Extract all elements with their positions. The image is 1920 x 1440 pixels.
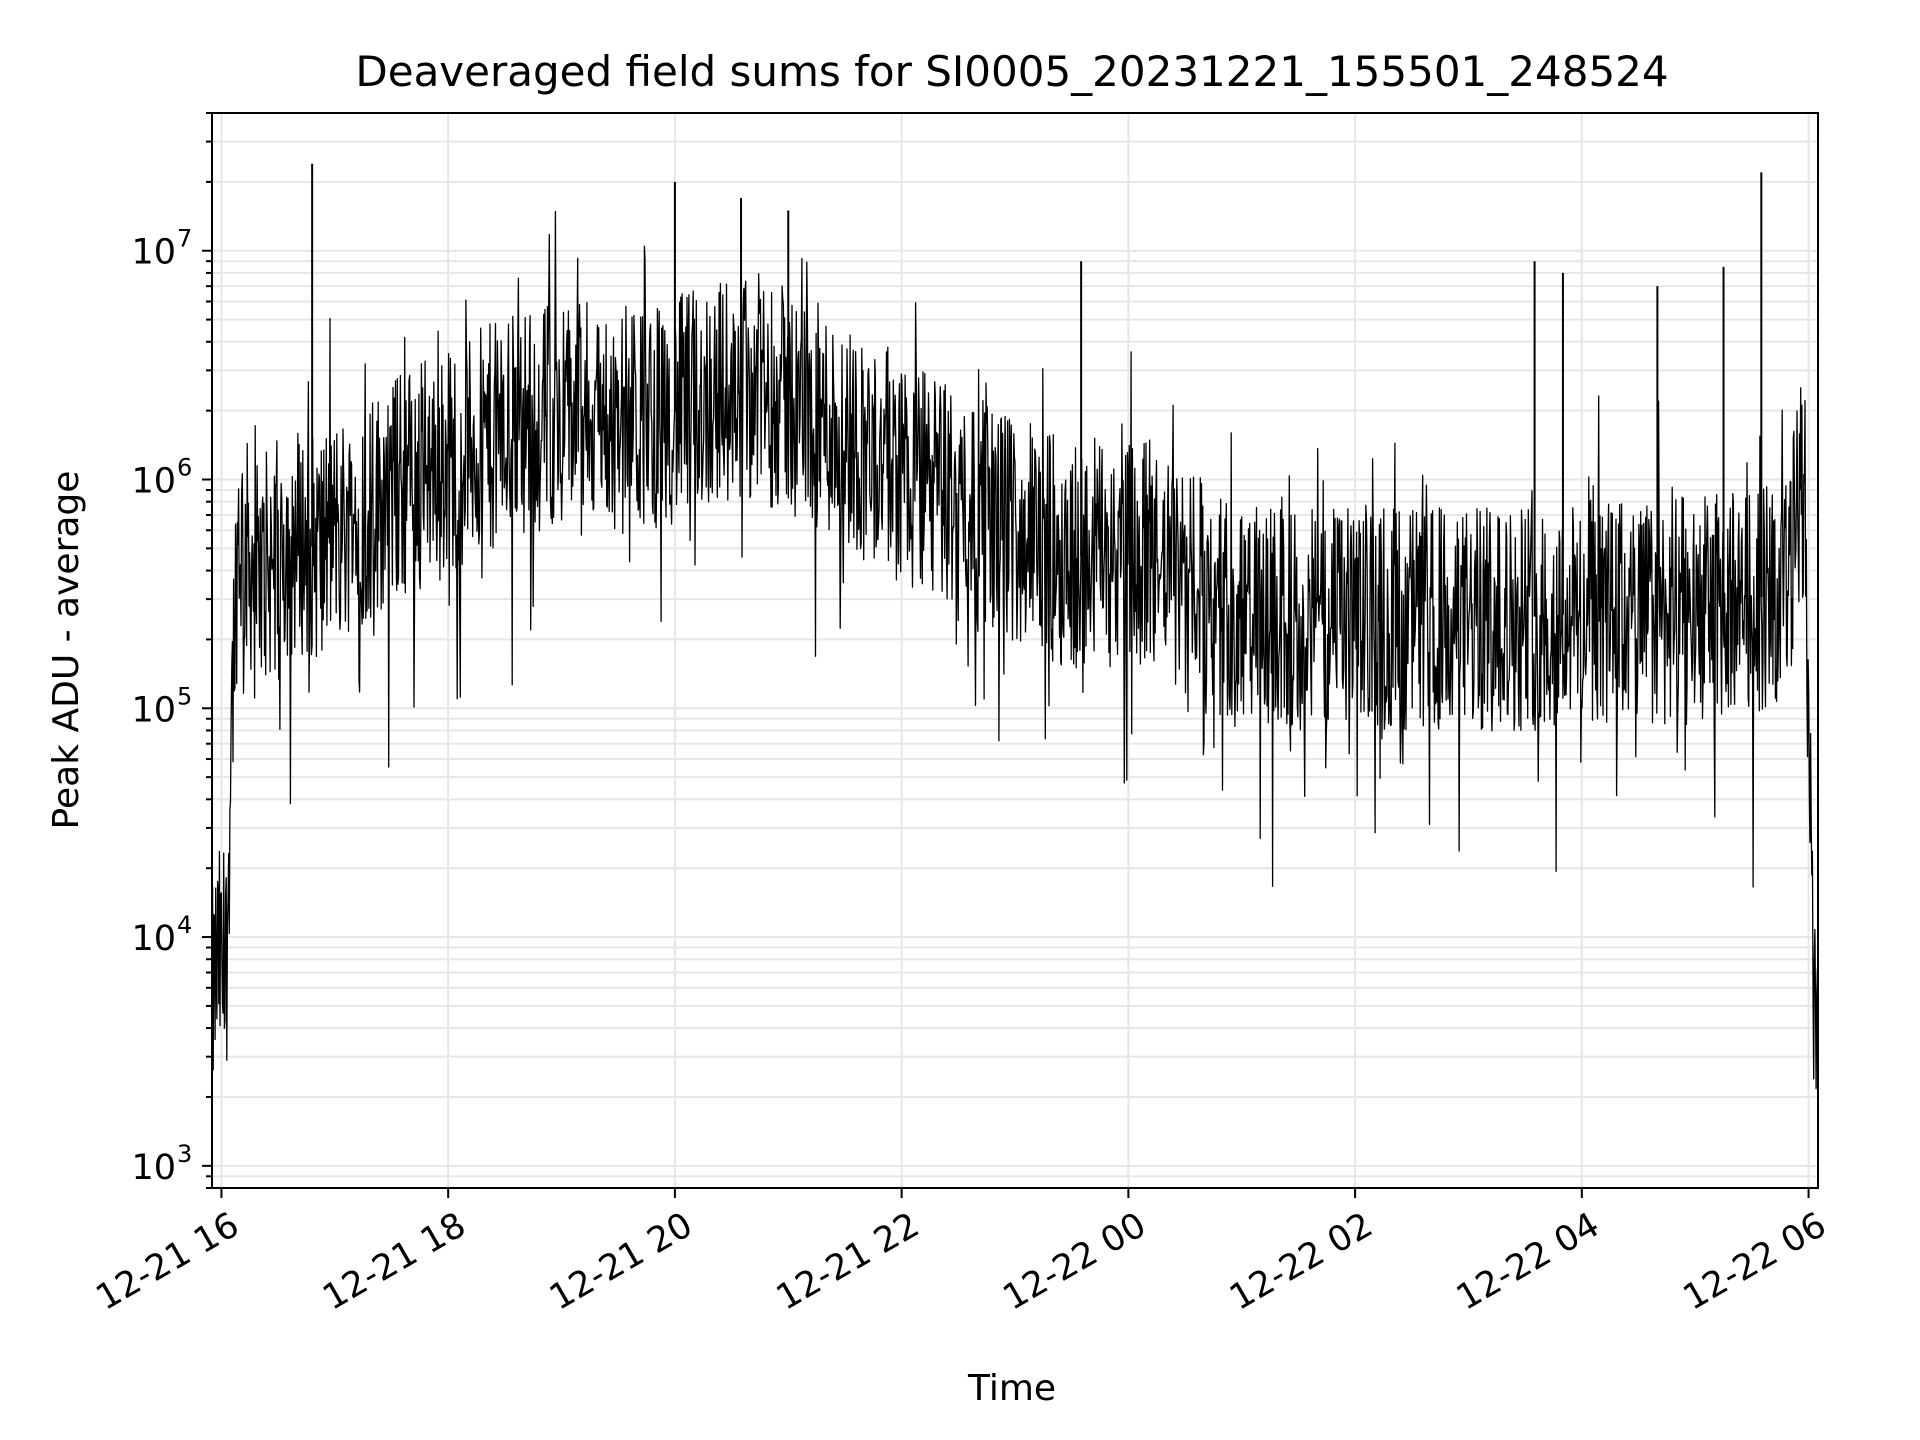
chart-title: Deaveraged field sums for SI0005_2023122…	[355, 47, 1668, 96]
y-tick-exponent: 4	[177, 911, 192, 939]
y-tick-label: 10	[131, 462, 176, 502]
y-tick-exponent: 5	[177, 682, 192, 710]
x-axis-label: Time	[967, 1368, 1056, 1409]
y-axis-label: Peak ADU - average	[46, 471, 87, 830]
series-line	[211, 210, 1819, 1090]
y-tick-exponent: 7	[177, 225, 192, 253]
grid	[212, 112, 1818, 1189]
plot-frame	[211, 112, 1819, 1189]
y-tick-label: 10	[131, 1148, 176, 1188]
y-tick-exponent: 6	[177, 454, 192, 482]
y-tick-label: 10	[131, 919, 176, 959]
plot-area	[211, 163, 1819, 1090]
y-tick-label: 10	[131, 233, 176, 273]
y-tick-exponent: 3	[177, 1140, 192, 1168]
y-tick-label: 10	[131, 690, 176, 730]
